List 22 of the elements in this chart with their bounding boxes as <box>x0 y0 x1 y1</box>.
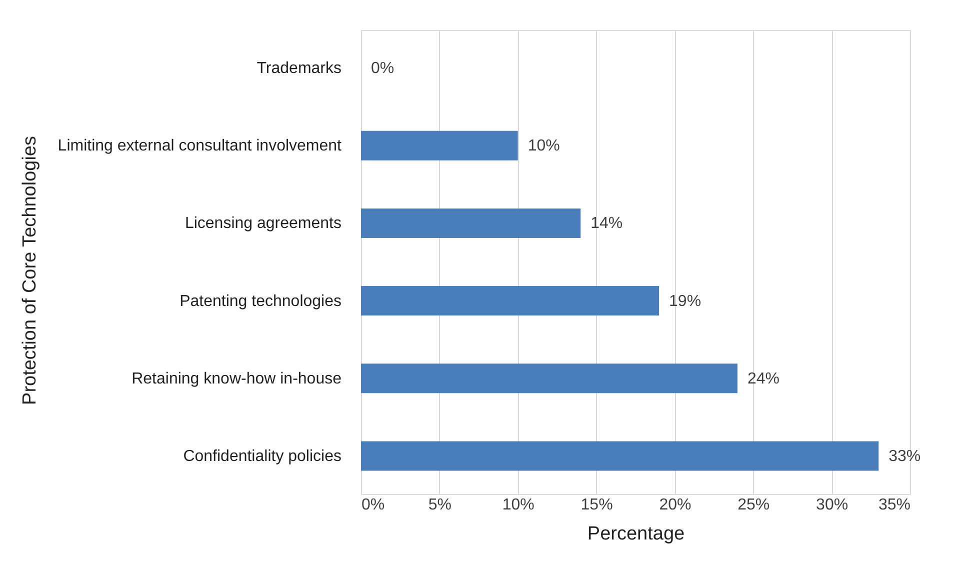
y-tick-label: Licensing agreements <box>184 215 342 232</box>
x-tick-label: 5% <box>428 496 452 514</box>
y-tick-label: Confidentiality policies <box>183 448 342 465</box>
x-axis-title: Percentage <box>587 524 685 544</box>
x-tick-label: 25% <box>738 496 770 514</box>
y-axis-title: Protection of Core Technologies <box>20 136 40 405</box>
data-label: 10% <box>528 138 560 155</box>
x-tick-label: 15% <box>580 496 613 514</box>
x-tick-label: 30% <box>816 496 848 514</box>
x-tick-label: 0% <box>362 496 385 514</box>
x-tick-label: 10% <box>502 496 534 514</box>
x-tick-label: 20% <box>659 496 692 514</box>
y-tick-label: Trademarks <box>256 60 342 78</box>
y-tick-label: Limiting external consultant involvement <box>58 138 342 155</box>
y-tick-label: Patenting technologies <box>180 292 342 310</box>
data-label: 19% <box>669 292 702 310</box>
x-tick-label: 35% <box>878 496 910 514</box>
data-label: 0% <box>371 60 394 78</box>
data-label: 14% <box>590 215 623 232</box>
data-label: 33% <box>888 448 921 465</box>
data-label: 24% <box>747 370 780 388</box>
y-tick-label: Retaining know-how in-house <box>132 370 342 388</box>
